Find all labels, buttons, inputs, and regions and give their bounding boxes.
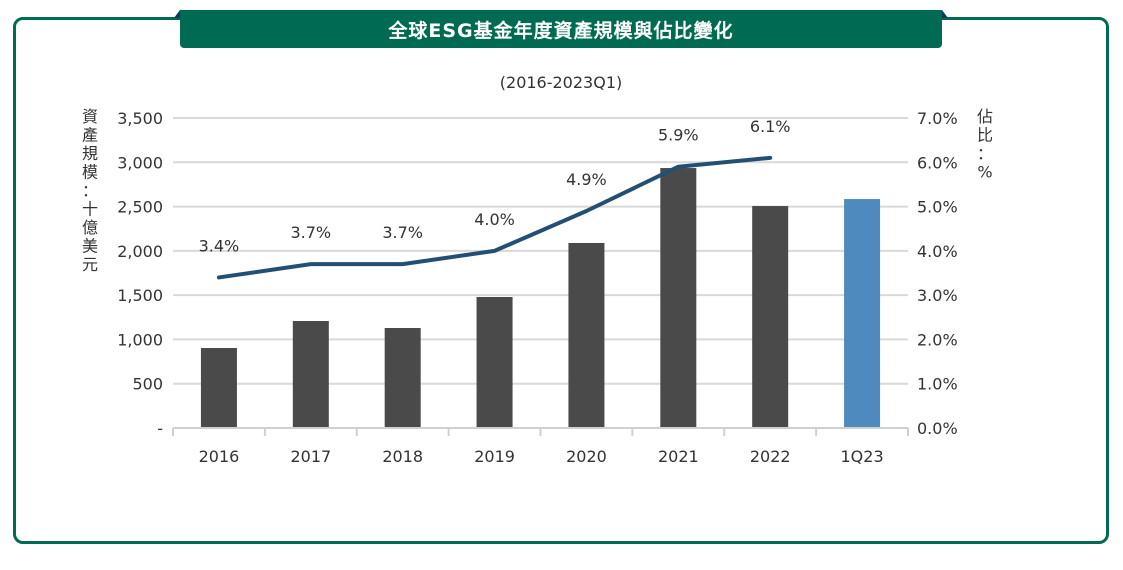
bar-2016 xyxy=(200,348,237,428)
x-tick-label: 2019 xyxy=(474,447,515,466)
x-axis: 2016 2017 2018 2019 2020 2021 2022 1Q23 xyxy=(172,427,909,466)
y-axis-label-char: 美 xyxy=(82,237,98,256)
gridlines xyxy=(173,117,908,385)
y2-axis-label-char: % xyxy=(977,163,992,182)
y-axis-label-char: 模 xyxy=(82,163,98,182)
x-tick-label: 2018 xyxy=(382,447,423,466)
bars xyxy=(200,168,881,429)
y-tick-label: 2,500 xyxy=(117,198,163,217)
bar-2022 xyxy=(752,206,789,428)
y2-tick-label: 0.0% xyxy=(917,419,958,438)
right-axis-label: 佔比：% xyxy=(977,107,993,182)
chart-title: 全球ESG基金年度資產規模與佔比變化 xyxy=(388,19,734,42)
chart-frame xyxy=(13,17,1109,544)
y-tick-label: - xyxy=(157,419,163,438)
y-axis-label-char: 資 xyxy=(82,107,98,126)
bar-1Q23 xyxy=(844,199,881,428)
y-tick-label: 2,000 xyxy=(117,242,163,261)
y2-tick-label: 3.0% xyxy=(917,286,958,305)
y2-axis-label-char: ： xyxy=(977,144,993,163)
y2-tick-label: 7.0% xyxy=(917,109,958,128)
y2-tick-label: 2.0% xyxy=(917,330,958,349)
y2-tick-label: 4.0% xyxy=(917,242,958,261)
x-tick-label: 2021 xyxy=(658,447,699,466)
ratio-data-label: 4.0% xyxy=(474,210,515,229)
y2-axis-label-char: 比 xyxy=(977,126,993,145)
y-tick-label: 500 xyxy=(132,375,163,394)
y-axis-label-char: 億 xyxy=(82,218,98,237)
right-axis-ticks: 0.0% 1.0% 2.0% 3.0% 4.0% 5.0% 6.0% 7.0% xyxy=(917,109,958,438)
y-axis-label-char: ： xyxy=(82,181,98,200)
x-tick-label: 2016 xyxy=(199,447,240,466)
x-tick-label: 2022 xyxy=(750,447,791,466)
bar-2017 xyxy=(292,321,329,428)
y2-tick-label: 5.0% xyxy=(917,198,958,217)
x-tick-label: 2020 xyxy=(566,447,607,466)
bar-2018 xyxy=(384,328,421,428)
bar-2019 xyxy=(476,297,513,428)
y-tick-label: 3,500 xyxy=(117,109,163,128)
y-axis-label-char: 元 xyxy=(82,255,98,274)
x-tick-label: 1Q23 xyxy=(840,447,883,466)
y2-tick-label: 6.0% xyxy=(917,153,958,172)
y-tick-label: 1,000 xyxy=(117,330,163,349)
y-axis-label-char: 產 xyxy=(82,126,98,145)
ratio-data-label: 5.9% xyxy=(658,126,699,145)
ratio-line: 3.4% 3.7% 3.7% 4.0% 4.9% 5.9% 6.1% xyxy=(199,117,791,280)
y2-tick-label: 1.0% xyxy=(917,375,958,394)
y-axis-label-char: 規 xyxy=(82,144,98,163)
y-tick-label: 3,000 xyxy=(117,153,163,172)
left-axis-ticks: - 500 1,000 1,500 2,000 2,500 3,000 3,500 xyxy=(117,109,163,438)
bar-2021 xyxy=(660,168,697,429)
ratio-data-label: 3.7% xyxy=(382,223,423,242)
y-axis-label-char: 十 xyxy=(82,200,98,219)
x-tick-label: 2017 xyxy=(290,447,331,466)
ratio-data-label: 4.9% xyxy=(566,170,607,189)
y2-axis-label-char: 佔 xyxy=(977,107,993,126)
chart-subtitle: (2016-2023Q1) xyxy=(500,73,622,92)
ratio-data-label: 3.7% xyxy=(290,223,331,242)
chart-title-banner: 全球ESG基金年度資產規模與佔比變化 xyxy=(174,10,948,48)
bar-2020 xyxy=(568,242,605,428)
y-tick-label: 1,500 xyxy=(117,286,163,305)
ratio-data-label: 3.4% xyxy=(199,236,240,255)
ratio-data-label: 6.1% xyxy=(750,117,791,136)
